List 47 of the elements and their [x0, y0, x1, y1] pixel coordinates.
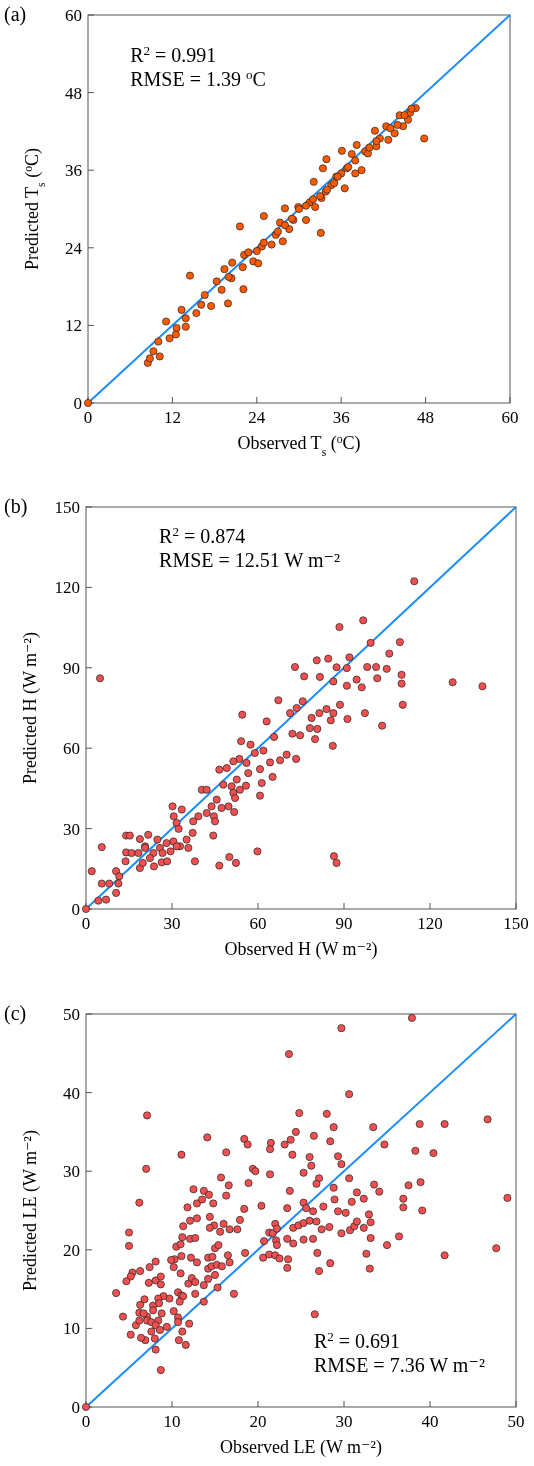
y-axis-title: Predicted LE (W m⁻²): [20, 1129, 41, 1292]
y-tick-label: 0: [71, 1398, 80, 1417]
y-tick-label: 90: [63, 658, 80, 678]
chart-title: (a): [4, 3, 27, 26]
y-tick-label: 12: [65, 316, 82, 336]
y-tick-label: 0: [71, 900, 80, 919]
y-tick-label: 40: [63, 1083, 80, 1103]
x-axis-title: Observed LE (W m⁻²): [219, 1437, 383, 1458]
annotation: R$^{2}$ = 0.691: [313, 1328, 401, 1353]
annotation: RMSE = 1.39 $^{o}$C: [130, 66, 266, 90]
y-tick-label: 120: [54, 578, 80, 598]
y-tick-label: 60: [63, 739, 80, 759]
x-tick-label: 50: [507, 1412, 525, 1431]
y-axis-title: Predicted H (W m⁻²): [20, 631, 41, 785]
x-tick-label: 24: [248, 408, 266, 427]
y-tick-label: 10: [63, 1319, 80, 1339]
y-tick-label: 150: [54, 498, 80, 517]
annotation: R$^{2}$ = 0.991: [130, 42, 217, 66]
x-tick-label: 90: [335, 914, 353, 933]
y-tick-label: 24: [65, 238, 83, 258]
x-tick-label: 10: [163, 1412, 181, 1431]
y-tick-label: 20: [63, 1240, 80, 1260]
annotation: RMSE = 7.36 W m⁻²: [313, 1354, 485, 1377]
y-tick-label: 36: [65, 161, 82, 181]
x-axis-title: Observed T$_{s}$ ($^{o}$C): [237, 432, 361, 459]
x-tick-label: 30: [335, 1412, 353, 1431]
x-axis-title: Observed H (W m⁻²): [224, 939, 378, 960]
x-tick-label: 60: [501, 408, 519, 427]
x-tick-label: 12: [163, 408, 181, 427]
y-tick-label: 50: [63, 1005, 80, 1024]
y-tick-label: 60: [65, 6, 82, 25]
x-tick-label: 36: [332, 408, 350, 427]
x-tick-label: 40: [421, 1412, 439, 1431]
x-tick-label: 120: [417, 914, 443, 933]
x-tick-label: 60: [249, 914, 267, 933]
x-tick-label: 30: [163, 914, 181, 933]
annotation: R$^{2}$ = 0.874: [159, 523, 246, 548]
x-tick-label: 48: [417, 408, 435, 427]
chart-title: (c): [4, 1002, 27, 1025]
x-tick-label: 150: [503, 914, 529, 933]
annotation: RMSE = 12.51 W m⁻²: [159, 549, 341, 572]
chart-title: (b): [4, 495, 28, 518]
x-tick-label: 20: [249, 1412, 267, 1431]
y-tick-label: 30: [63, 819, 80, 839]
y-tick-label: 0: [73, 394, 82, 413]
y-tick-label: 30: [63, 1162, 80, 1182]
y-tick-label: 48: [65, 83, 82, 103]
